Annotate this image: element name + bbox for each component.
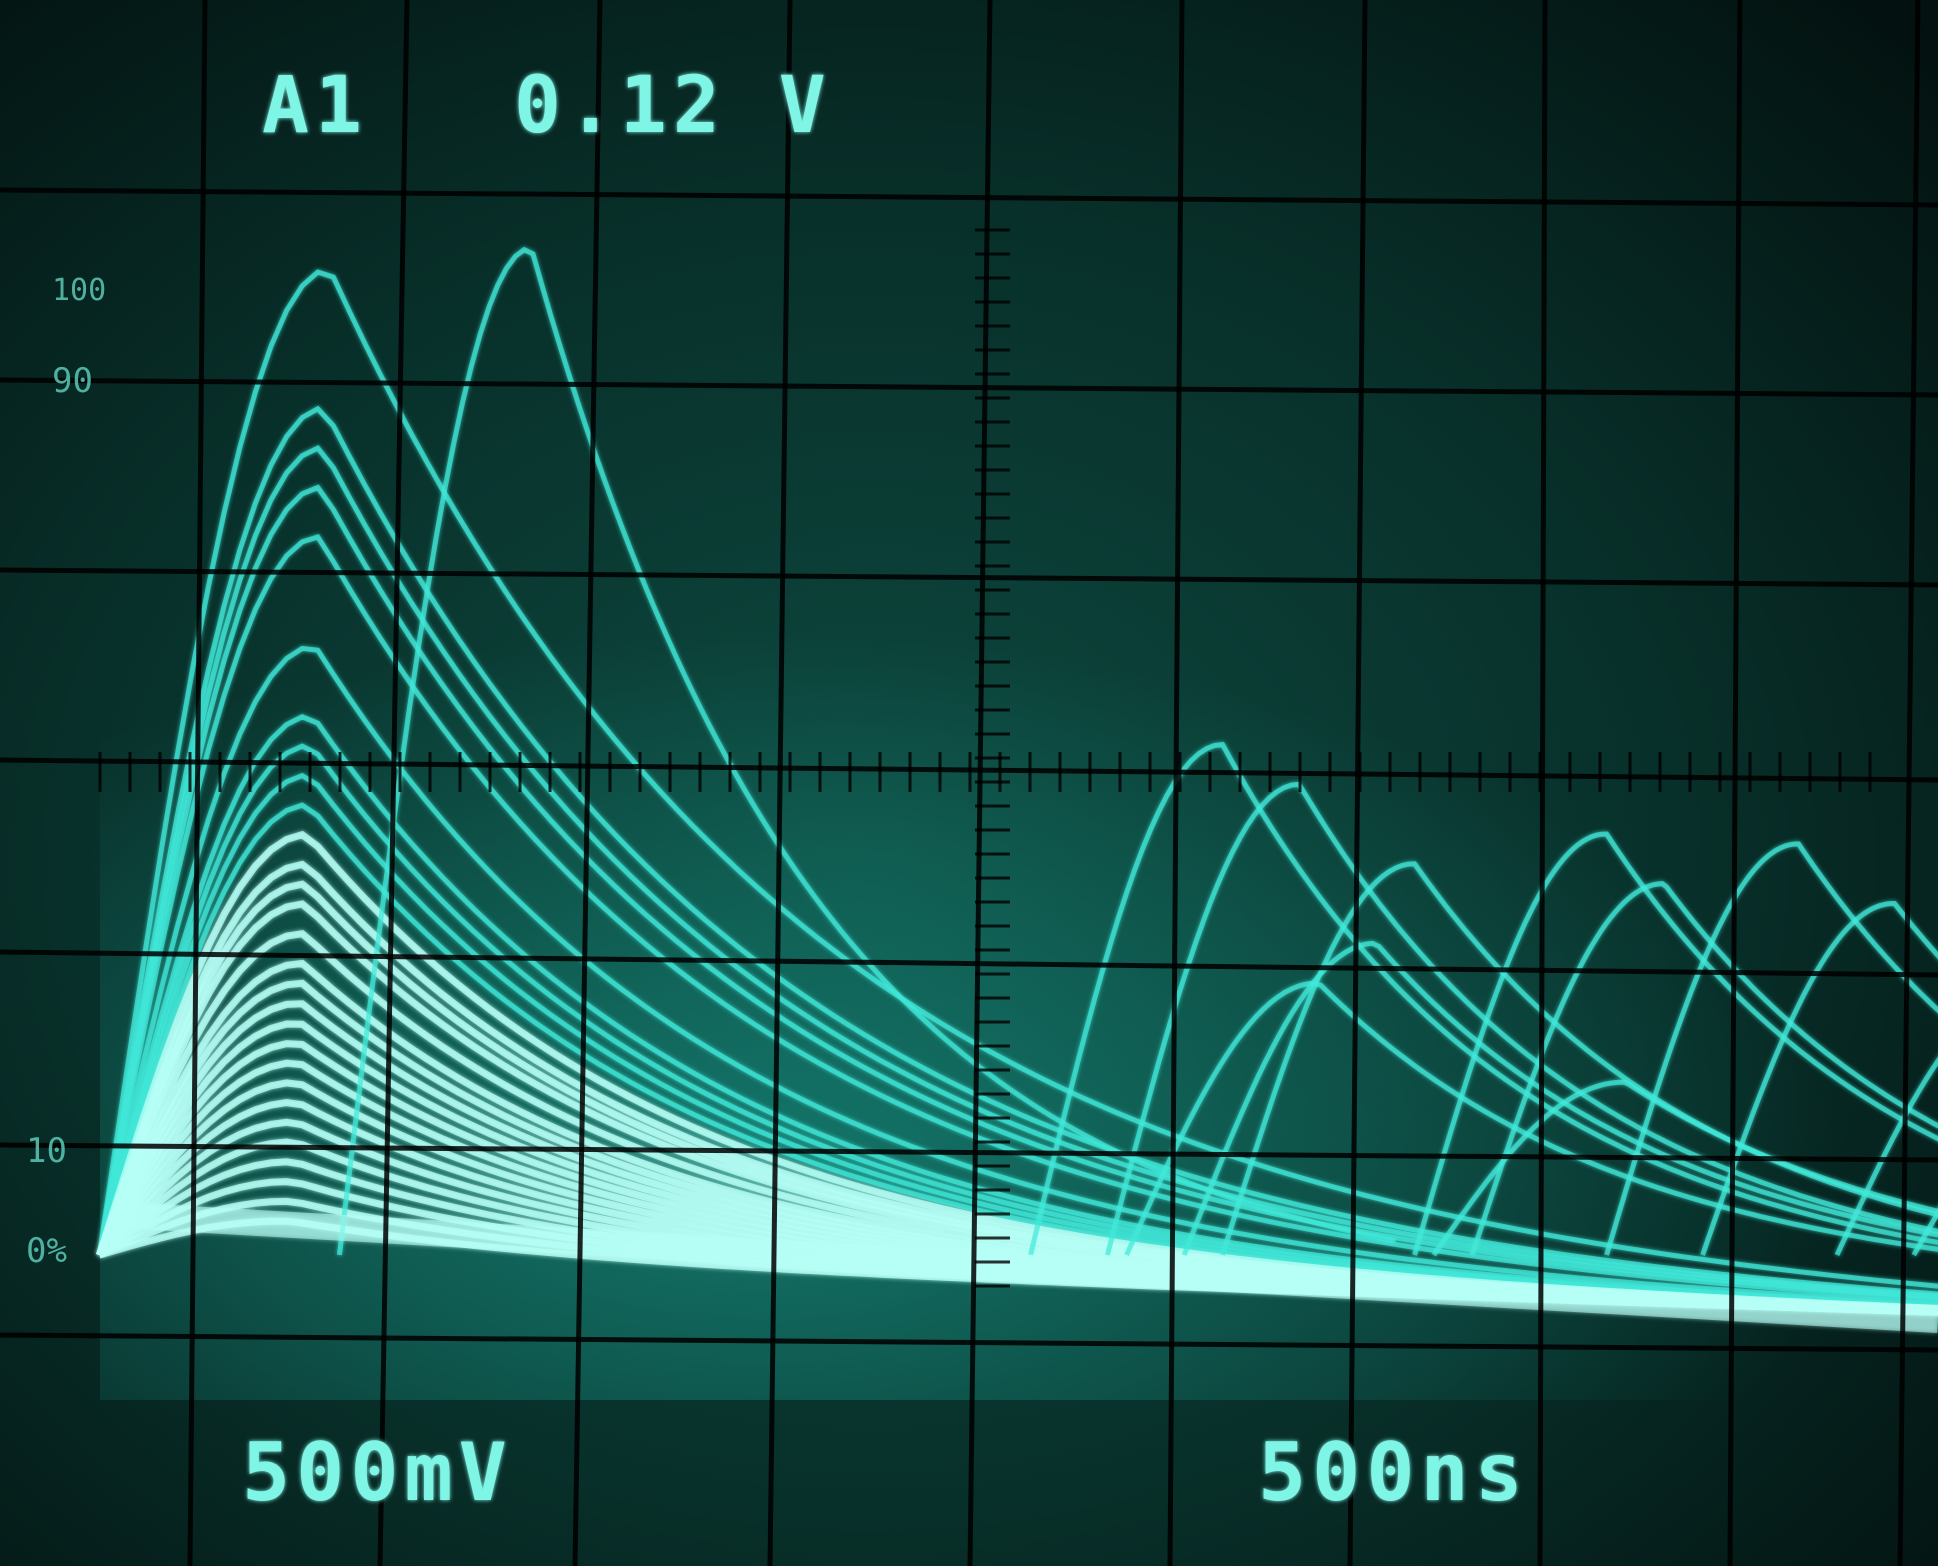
graticule-vline-9 (1897, 0, 1921, 1566)
graticule-vline-8 (1727, 0, 1743, 1566)
graticule-hline-1 (0, 377, 1938, 398)
value-readout: 0.12 V (514, 61, 832, 151)
trace-b-10 (1431, 1079, 1938, 1257)
percent-label-90: 90 (52, 361, 93, 401)
time-per-div-readout: 500ns (1258, 1426, 1529, 1519)
graticule-hline-4 (0, 949, 1938, 978)
trace-b-1 (1028, 741, 1938, 1256)
graticule-vline-6 (1347, 0, 1368, 1566)
graticule-hline-6 (0, 1332, 1938, 1353)
graticule-vline-7 (1537, 0, 1548, 1566)
graticule-hline-5 (0, 1142, 1938, 1163)
trace-a-5 (96, 645, 1938, 1307)
baseline-band (119, 1202, 1938, 1333)
trace-a-1 (96, 405, 1938, 1297)
percent-label-0: 0% (26, 1231, 67, 1271)
trace-b-12 (1911, 1207, 1938, 1257)
trace-b-2 (1104, 781, 1938, 1256)
graticule-vline-0 (187, 0, 208, 1566)
graticule-hline-2 (0, 567, 1938, 588)
trace-a-3 (96, 484, 1938, 1301)
channel-readout: A1 (262, 61, 368, 151)
graticule-vline-5 (1167, 0, 1185, 1566)
waveform-traces (96, 246, 1938, 1333)
percent-label-100: 100 (52, 273, 106, 308)
percent-label-10: 10 (26, 1131, 67, 1171)
volts-per-div-readout: 500mV (242, 1426, 513, 1519)
trace-b-8 (1604, 841, 1938, 1256)
trace-b-3 (1220, 861, 1938, 1256)
trace-a-2 (96, 444, 1938, 1299)
graticule-vline-2 (572, 0, 603, 1566)
trace-b-9 (1700, 901, 1938, 1256)
graticule-vline-1 (377, 0, 410, 1566)
trace-a-0 (96, 269, 1938, 1289)
graticule-vline-3 (767, 0, 793, 1566)
graticule-hline-0 (0, 187, 1938, 208)
trace-b-11 (1834, 1056, 1938, 1257)
